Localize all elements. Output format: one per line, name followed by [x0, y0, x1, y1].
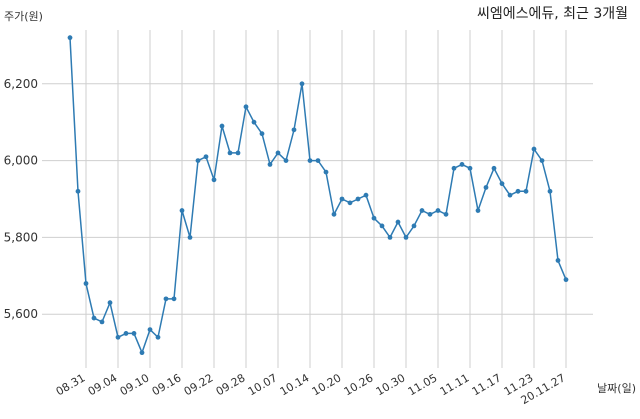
data-point	[227, 150, 233, 156]
data-point	[523, 188, 529, 194]
data-point	[403, 235, 409, 240]
x-tick-label: 09.10	[118, 371, 152, 398]
x-tick-label: 11.05	[406, 371, 440, 398]
data-point	[395, 219, 401, 225]
price-line	[69, 37, 567, 355]
data-point	[243, 104, 249, 110]
data-point	[259, 131, 265, 137]
data-point	[323, 169, 329, 175]
data-point	[115, 334, 121, 340]
data-point	[307, 158, 313, 163]
data-point	[179, 208, 185, 213]
y-axis-label: 주가(원)	[4, 10, 43, 23]
data-point	[411, 223, 417, 229]
x-tick-label: 11.11	[438, 371, 472, 398]
data-point	[499, 181, 505, 187]
y-tick-label: 5,800	[4, 230, 38, 244]
x-tick-label: 10.20	[310, 371, 344, 398]
x-tick-label: 09.16	[150, 371, 184, 398]
data-point	[299, 81, 305, 87]
data-point	[139, 350, 145, 356]
data-point	[467, 165, 473, 171]
data-point	[515, 188, 521, 194]
data-point	[339, 196, 345, 202]
data-point	[83, 281, 89, 286]
data-point	[315, 158, 321, 163]
data-point	[491, 165, 497, 171]
data-point	[427, 211, 433, 217]
data-point	[219, 123, 225, 129]
data-point	[155, 334, 161, 340]
x-tick-label: 11.17	[470, 371, 504, 398]
data-point	[419, 208, 425, 213]
data-point	[251, 119, 257, 125]
data-point	[387, 235, 393, 240]
data-point	[171, 296, 177, 302]
data-point	[187, 235, 193, 240]
x-axis-label: 날짜(일)	[597, 382, 636, 395]
data-point	[347, 200, 353, 206]
data-point	[147, 327, 153, 332]
y-tick-label: 5,600	[4, 307, 38, 321]
x-tick-label: 10.07	[246, 371, 280, 398]
data-point	[443, 211, 449, 217]
data-point	[163, 296, 169, 302]
data-point	[363, 192, 369, 198]
data-point	[507, 192, 513, 198]
data-point	[475, 208, 481, 213]
x-tick-label: 09.28	[214, 371, 248, 398]
data-point	[555, 258, 561, 263]
data-point	[123, 331, 129, 336]
data-point	[99, 319, 105, 325]
data-point	[531, 146, 537, 152]
data-point	[235, 150, 241, 156]
x-tick-label: 09.22	[182, 371, 216, 398]
x-tick-label: 10.26	[342, 371, 376, 398]
data-point	[435, 208, 441, 213]
data-point	[291, 127, 297, 133]
data-point	[203, 154, 209, 160]
data-point	[547, 188, 553, 194]
y-tick-label: 6,200	[4, 77, 38, 91]
data-point	[267, 162, 273, 167]
data-point	[107, 300, 113, 306]
data-point	[67, 35, 73, 41]
data-point	[331, 211, 337, 217]
data-point	[483, 185, 489, 190]
data-point	[195, 158, 201, 163]
x-tick-label: 10.30	[374, 371, 408, 398]
data-point	[75, 188, 81, 194]
data-point	[459, 162, 465, 167]
data-point	[91, 315, 97, 321]
data-point	[275, 150, 281, 156]
x-tick-label: 10.14	[278, 371, 312, 398]
data-point	[355, 196, 361, 202]
data-point	[371, 215, 377, 221]
data-point	[283, 158, 289, 163]
data-point	[539, 158, 545, 163]
x-tick-label: 09.04	[86, 371, 120, 398]
data-point	[451, 165, 457, 171]
chart-title: 씨엠에스에듀, 최근 3개월	[476, 6, 628, 22]
y-tick-label: 6,000	[4, 154, 38, 168]
data-point	[563, 277, 569, 283]
data-point	[131, 331, 137, 336]
data-point	[379, 223, 385, 229]
data-point	[211, 177, 217, 183]
x-tick-label: 08.31	[54, 371, 88, 398]
